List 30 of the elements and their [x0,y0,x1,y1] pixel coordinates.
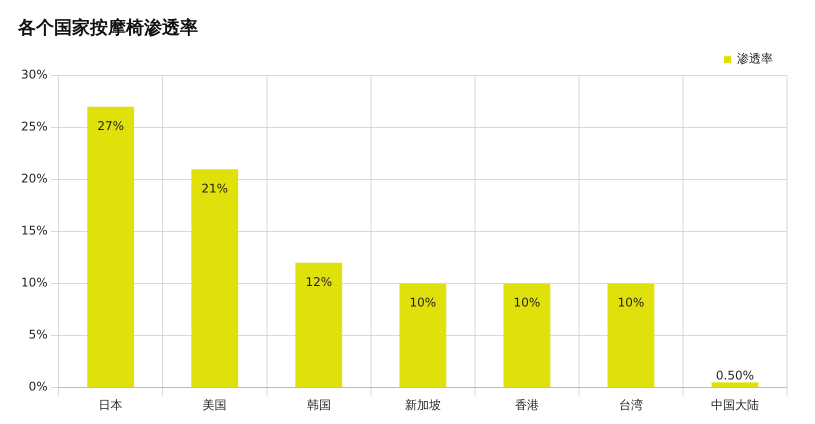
x-tick-label: 新加坡 [404,398,441,412]
y-tick-label: 5% [28,328,48,342]
y-tick-label: 15% [21,224,48,238]
data-label: 10% [514,296,540,310]
x-tick-label: 日本 [98,398,123,412]
y-tick-label: 0% [28,380,48,394]
bar [399,284,446,388]
x-tick-label: 台湾 [618,398,643,412]
legend-label: 渗透率 [737,52,773,66]
data-label: 21% [201,181,228,196]
data-label: 0.50% [716,368,754,383]
data-label: 10% [410,296,436,310]
data-label: 12% [305,274,332,289]
y-tick-label: 10% [21,276,48,290]
x-tick-label: 中国大陆 [710,398,759,412]
bar [712,382,758,388]
y-tick-label: 20% [21,172,48,186]
y-tick-label: 25% [21,120,48,134]
x-tick-label: 韩国 [306,398,331,412]
data-label: 10% [618,296,644,310]
chart-title: 各个国家按摩椅渗透率 [17,17,198,38]
data-label: 27% [97,118,124,133]
bar [503,284,550,388]
y-tick-label: 30% [21,68,48,82]
x-tick-label: 美国 [202,398,227,412]
bar [191,169,238,388]
x-tick-label: 香港 [514,398,539,412]
bar [608,284,654,388]
bar [295,262,342,388]
bar [87,106,134,388]
